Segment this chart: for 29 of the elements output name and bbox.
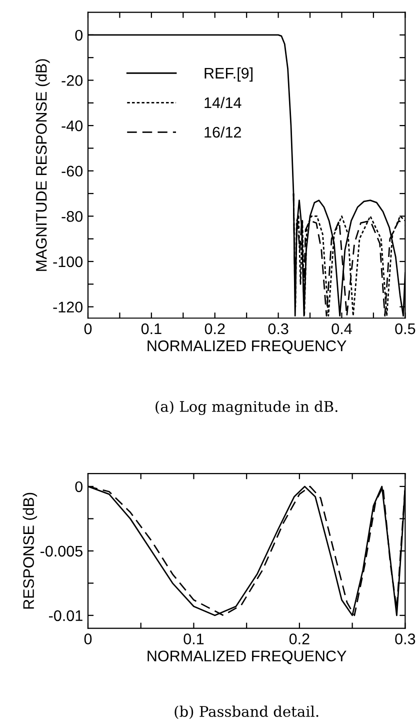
y-tick-label: -60 — [62, 166, 83, 177]
x-tick-label: 0 — [84, 323, 92, 334]
legend-label: REF.[9] — [204, 67, 252, 82]
y-axis-title: RESPONSE (dB) — [22, 492, 38, 609]
y-tick-label: -0.01 — [48, 610, 82, 622]
x-tick-label: 0.1 — [184, 634, 204, 644]
x-tick-label: 0.2 — [289, 634, 310, 644]
y-tick-label: 0 — [75, 481, 83, 492]
text: (b) Passband detail. — [174, 706, 318, 719]
x-tick-label: 0.2 — [204, 323, 225, 334]
x-tick-label: 0.1 — [141, 323, 162, 334]
x-axis-title: NORMALIZED FREQUENCY — [148, 340, 346, 354]
x-tick-label: 0.5 — [395, 323, 416, 334]
y-tick-label: 0 — [75, 30, 83, 41]
x-axis-title: NORMALIZED FREQUENCY — [148, 650, 346, 664]
y-tick-label: -100 — [53, 256, 83, 268]
legend-label: 16/12 — [204, 126, 241, 138]
x-tick-label: 0.3 — [268, 323, 288, 334]
y-tick-label: -80 — [62, 211, 83, 222]
x-tick-label: 0 — [84, 634, 92, 644]
y-tick-label: -40 — [62, 120, 83, 132]
y-tick-label: -120 — [53, 302, 83, 312]
y-tick-label: -0.005 — [40, 546, 82, 557]
x-tick-label: 0.4 — [332, 323, 352, 334]
y-axis-title: MAGNITUDE RESPONSE (dB) — [36, 59, 50, 271]
text: (a) Log magnitude in dB. — [156, 400, 338, 416]
legend-label: 14/14 — [204, 96, 242, 108]
y-tick-label: -20 — [62, 75, 83, 86]
x-tick-label: 0.3 — [395, 634, 416, 644]
